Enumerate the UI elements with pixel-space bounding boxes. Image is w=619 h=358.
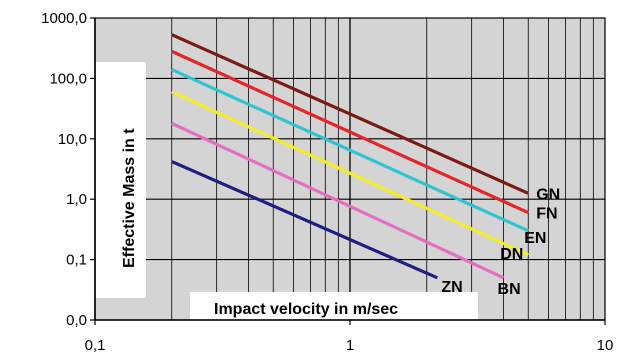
tick-labels: 0,0 0,1 1,0 10,0 100,0 1000,0 0,1 1 10 bbox=[41, 10, 613, 354]
y-tick-label: 0,0 bbox=[66, 312, 87, 329]
series-line-bn bbox=[171, 121, 505, 280]
grid bbox=[95, 18, 605, 320]
y-tick-label: 100,0 bbox=[49, 70, 87, 87]
series-line-zn bbox=[171, 160, 438, 280]
ylabel-box bbox=[58, 62, 146, 298]
x-tick-label: 0,1 bbox=[85, 337, 106, 354]
y-tick-label: 1,0 bbox=[66, 191, 87, 208]
series-label-gn: GN bbox=[536, 186, 560, 203]
y-tick-label: 0,1 bbox=[66, 252, 87, 269]
y-tick-label: 1000,0 bbox=[41, 10, 87, 27]
x-tick-label: 10 bbox=[597, 337, 614, 354]
series-label-zn: ZN bbox=[441, 279, 462, 296]
series-line-gn bbox=[171, 33, 529, 195]
x-axis-label: Impact velocity in m/sec bbox=[214, 301, 398, 318]
y-axis-label: Effective Mass in t bbox=[121, 128, 138, 268]
series-line-dn bbox=[171, 90, 529, 257]
series-label-en: EN bbox=[524, 230, 546, 247]
series-lines bbox=[171, 33, 529, 280]
series-label-bn: BN bbox=[498, 281, 521, 298]
series-line-fn bbox=[171, 49, 529, 215]
y-tick-label: 10,0 bbox=[58, 131, 87, 148]
series-line-en bbox=[171, 68, 529, 233]
x-tick-label: 1 bbox=[346, 337, 354, 354]
series-label-fn: FN bbox=[536, 206, 557, 223]
series-label-dn: DN bbox=[500, 246, 523, 263]
